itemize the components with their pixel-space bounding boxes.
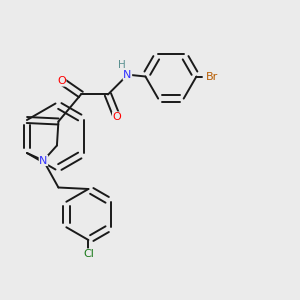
Text: O: O bbox=[57, 76, 66, 86]
Text: N: N bbox=[123, 70, 132, 80]
Text: Br: Br bbox=[206, 71, 218, 82]
Text: N: N bbox=[39, 155, 48, 166]
Text: O: O bbox=[112, 112, 121, 122]
Text: Cl: Cl bbox=[83, 249, 94, 259]
Text: H: H bbox=[118, 59, 125, 70]
